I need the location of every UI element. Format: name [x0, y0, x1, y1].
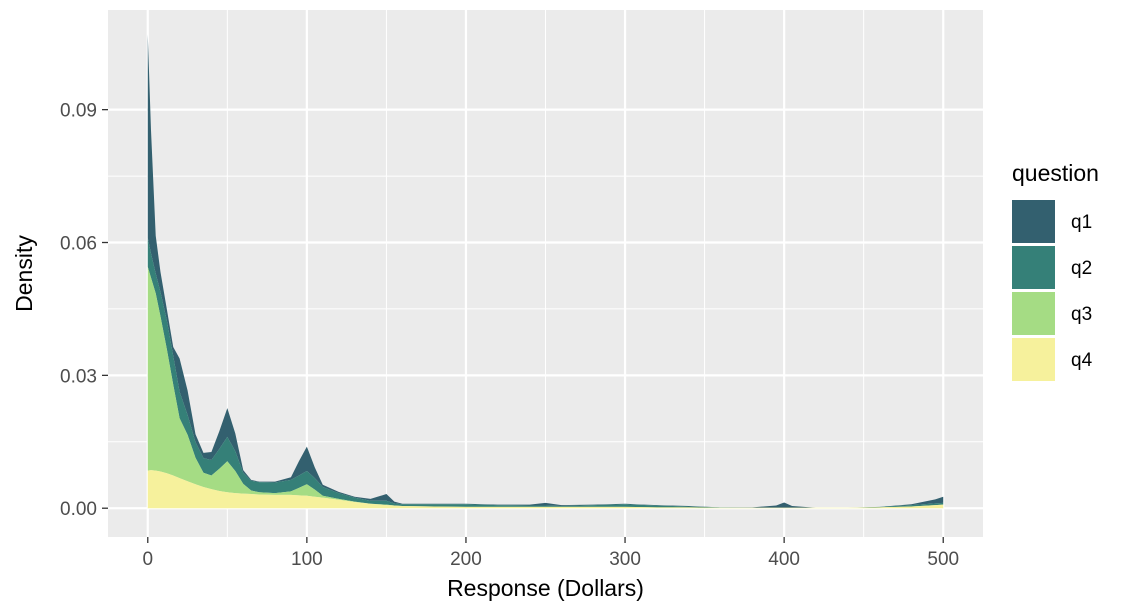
stacked-density-areas [147, 34, 944, 509]
y-axis-title: Density [11, 235, 37, 312]
legend-key-q4 [1012, 338, 1055, 381]
x-tick-label: 200 [450, 549, 482, 570]
y-tick-label: 0.09 [60, 101, 97, 122]
legend-key-q3 [1012, 292, 1055, 335]
legend-key-q2 [1012, 246, 1055, 289]
x-axis-title: Response (Dollars) [447, 575, 644, 601]
legend-label-q4: q4 [1071, 350, 1093, 371]
x-tick-label: 0 [142, 549, 153, 570]
legend-label-q2: q2 [1071, 258, 1092, 279]
legend: question q1 q2 q3 q4 [1012, 160, 1099, 381]
y-tick-label: 0.03 [60, 366, 97, 387]
x-tick-label: 100 [291, 549, 323, 570]
y-tick-label: 0.00 [60, 499, 97, 520]
legend-label-q3: q3 [1071, 304, 1092, 325]
y-tick-label: 0.06 [60, 234, 97, 255]
legend-label-q1: q1 [1071, 212, 1092, 233]
y-axis: 0.00 0.03 0.06 0.09 [60, 101, 108, 520]
area-q3 [147, 266, 944, 508]
legend-title: question [1012, 160, 1099, 186]
minor-gridlines [108, 10, 983, 537]
area-q4 [147, 470, 944, 509]
legend-key-q1 [1012, 200, 1055, 243]
x-tick-label: 400 [768, 549, 800, 570]
x-tick-label: 500 [927, 549, 959, 570]
x-axis: 0 100 200 300 400 500 [142, 537, 959, 570]
x-tick-label: 300 [609, 549, 641, 570]
